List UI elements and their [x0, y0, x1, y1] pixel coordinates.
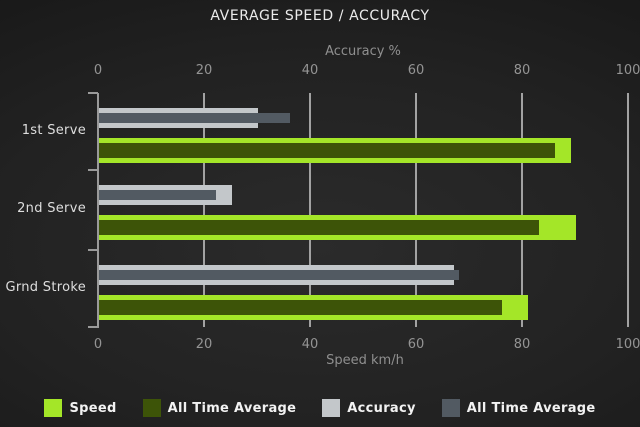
legend-label-outer-speed: Speed	[69, 400, 117, 416]
bottom-tick-label-100: 100	[615, 337, 640, 352]
bottom-tick-label-80: 80	[513, 337, 531, 352]
gridline-40	[309, 93, 311, 327]
gridline-20	[203, 93, 205, 327]
axis-bracket-2	[88, 249, 98, 251]
bottom-tick-label-20: 20	[195, 337, 213, 352]
gridline-80	[521, 93, 523, 327]
bottom-tick-label-60: 60	[407, 337, 425, 352]
bottom-tick-label-0: 0	[93, 337, 103, 352]
chart-title: AVERAGE SPEED / ACCURACY	[210, 8, 430, 24]
top-tick-label-0: 0	[93, 63, 103, 78]
top-tick-label-40: 40	[301, 63, 319, 78]
legend-label-inner-speed: All Time Average	[167, 400, 297, 416]
legend-label-inner-accuracy: All Time Average	[466, 400, 596, 416]
legend-swatch-inner-accuracy	[441, 399, 460, 417]
gridline-60	[415, 93, 417, 327]
top-axis-title: Accuracy %	[325, 44, 401, 59]
legend-swatch-inner-speed	[142, 399, 161, 417]
bar-accuracy-average-2nd-serve	[99, 190, 216, 200]
legend-item-inner-speed: All Time Average	[142, 399, 297, 417]
gridline-100	[627, 93, 629, 327]
axis-bracket-0	[88, 92, 98, 94]
top-tick-label-100: 100	[615, 63, 640, 78]
legend-swatch-outer-speed	[44, 399, 63, 417]
bar-speed-average-grnd-stroke	[99, 300, 502, 315]
bottom-axis-title: Speed km/h	[326, 353, 404, 368]
category-label-3: Grnd Stroke	[5, 279, 86, 295]
y-axis-line	[97, 93, 99, 328]
legend-label-outer-accuracy: Accuracy	[347, 400, 416, 416]
bar-speed-average-2nd-serve	[99, 220, 539, 235]
legend: Speed All Time Average Accuracy All Time Av…	[0, 396, 640, 420]
top-tick-label-20: 20	[195, 63, 213, 78]
bar-speed-average-1st-serve	[99, 143, 555, 158]
legend-item-outer-speed: Speed	[44, 399, 116, 417]
axis-bracket-1	[88, 169, 98, 171]
legend-swatch-outer-accuracy	[322, 399, 341, 417]
top-tick-label-60: 60	[407, 63, 425, 78]
category-label-1: 1st Serve	[21, 122, 86, 138]
category-label-2: 2nd Serve	[17, 201, 86, 216]
legend-item-inner-accuracy: All Time Average	[441, 399, 596, 417]
bottom-tick-label-40: 40	[301, 337, 319, 352]
bar-accuracy-average-1st-serve	[99, 113, 290, 123]
top-tick-label-80: 80	[513, 63, 531, 78]
axis-bracket-3	[88, 326, 98, 328]
bar-accuracy-average-grnd-stroke	[99, 270, 460, 280]
legend-item-outer-accuracy: Accuracy	[322, 399, 416, 417]
